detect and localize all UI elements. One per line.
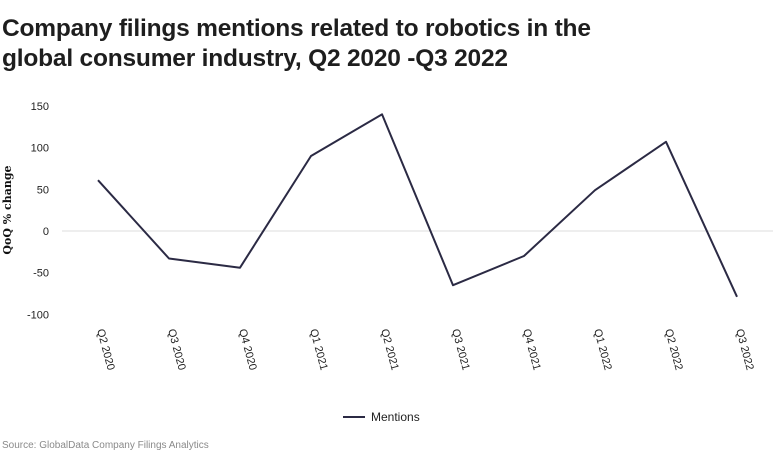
y-tick-label: 0 <box>43 226 49 238</box>
x-tick-label: Q3 2020 <box>165 328 188 372</box>
legend-label: Mentions <box>371 410 420 424</box>
chart-title-line-2: global consumer industry, Q2 2020 -Q3 20… <box>2 45 508 72</box>
x-tick-label: Q3 2022 <box>733 328 756 372</box>
legend-swatch <box>343 416 365 418</box>
x-tick-label: Q1 2021 <box>307 328 330 372</box>
chart-title-line-1: Company filings mentions related to robo… <box>2 15 591 42</box>
x-tick-label: Q2 2022 <box>662 328 685 372</box>
x-tick-label: Q1 2022 <box>591 328 614 372</box>
x-tick-label: Q2 2020 <box>94 328 117 372</box>
legend: Mentions <box>343 410 420 424</box>
y-tick-label: -100 <box>27 309 49 321</box>
y-tick-label: 50 <box>37 184 49 196</box>
series-line-mentions <box>97 113 738 298</box>
y-tick-label: 150 <box>31 101 49 113</box>
x-tick-label: Q4 2020 <box>236 328 259 372</box>
source-note: Source: GlobalData Company Filings Analy… <box>2 440 209 451</box>
y-tick-label: 100 <box>31 143 49 155</box>
y-tick-label: -50 <box>33 268 49 280</box>
chart-title: Company filings mentions related to robo… <box>2 14 762 74</box>
y-axis-label: QoQ % change <box>1 165 14 254</box>
x-tick-label: Q3 2021 <box>449 328 472 372</box>
x-tick-label: Q4 2021 <box>520 328 543 372</box>
x-tick-label: Q2 2021 <box>378 328 401 372</box>
